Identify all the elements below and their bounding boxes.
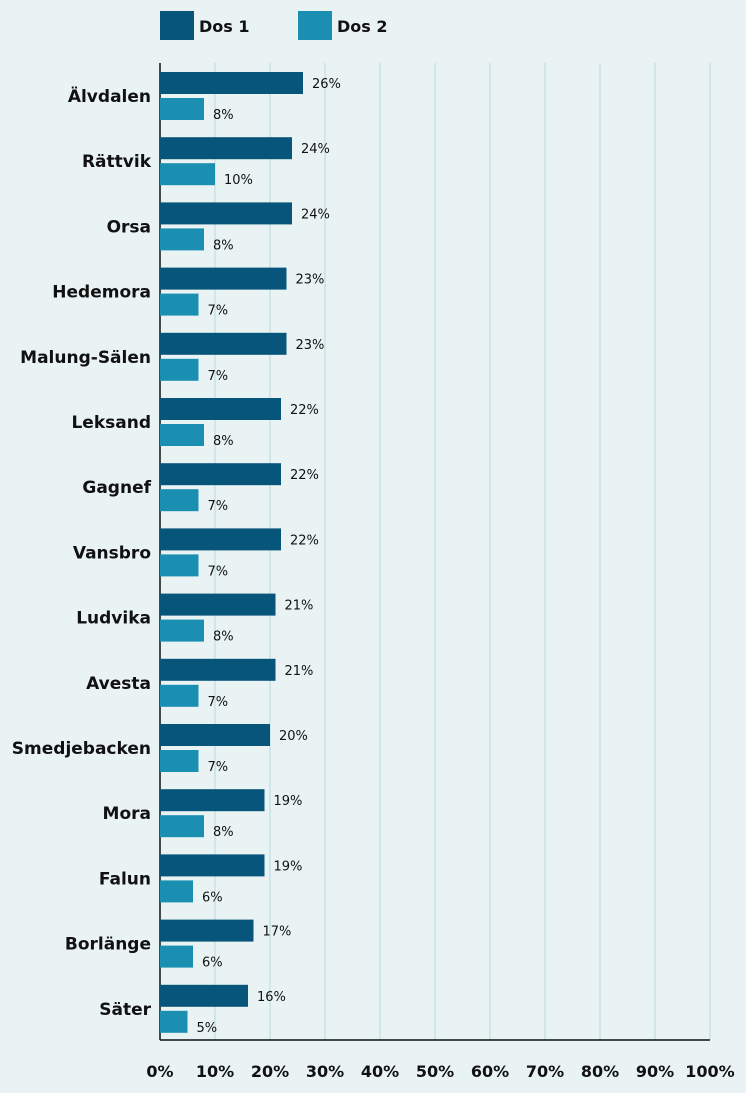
bar-dos-1 [160, 984, 248, 1007]
x-tick-label: 40% [361, 1062, 399, 1081]
bar-dos-1 [160, 332, 287, 355]
bar-dos-2 [160, 945, 193, 968]
data-label: 19% [274, 859, 303, 874]
bar-dos-1 [160, 593, 276, 616]
bar-dos-2 [160, 228, 204, 251]
data-label: 23% [296, 273, 325, 288]
category-label: Falun [99, 869, 151, 889]
data-label: 20% [279, 729, 308, 744]
category-label: Avesta [86, 674, 151, 694]
data-label: 24% [301, 142, 330, 157]
legend-label-2: Dos 2 [337, 17, 388, 36]
x-tick-label: 100% [685, 1062, 734, 1081]
bar-dos-2 [160, 815, 204, 838]
bar-dos-2 [160, 1010, 188, 1033]
bar-dos-1 [160, 658, 276, 681]
category-label: Smedjebacken [12, 739, 151, 759]
data-label: 8% [213, 825, 234, 840]
data-label: 23% [296, 338, 325, 353]
category-label: Mora [103, 804, 151, 824]
data-label: 7% [208, 564, 229, 579]
data-label: 22% [290, 403, 319, 418]
bar-dos-2 [160, 750, 199, 772]
x-tick-label: 20% [251, 1062, 289, 1081]
data-label: 6% [202, 956, 223, 971]
category-label: Rättvik [82, 152, 152, 172]
data-label: 22% [290, 468, 319, 483]
data-label: 26% [312, 77, 341, 92]
category-label: Malung-Sälen [20, 348, 151, 368]
x-tick-label: 10% [196, 1062, 234, 1081]
data-label: 7% [208, 304, 229, 319]
data-label: 17% [263, 925, 292, 940]
category-label: Borlänge [65, 935, 151, 955]
x-tick-label: 60% [471, 1062, 509, 1081]
x-tick-label: 80% [581, 1062, 619, 1081]
category-label: Älvdalen [68, 85, 151, 107]
bar-dos-1 [160, 528, 281, 551]
x-tick-label: 50% [416, 1062, 454, 1081]
bar-dos-2 [160, 880, 193, 903]
bar-dos-2 [160, 358, 199, 381]
x-tick-label: 0% [146, 1062, 173, 1081]
bar-dos-1 [160, 463, 281, 486]
data-label: 8% [213, 238, 234, 253]
bar-dos-2 [160, 619, 204, 642]
bar-dos-2 [160, 554, 199, 577]
category-label: Säter [99, 1000, 151, 1020]
bar-dos-2 [160, 163, 215, 186]
legend-swatch-1 [160, 11, 194, 40]
legend-label-1: Dos 1 [199, 17, 250, 36]
bar-dos-1 [160, 919, 254, 942]
category-label: Gagnef [82, 478, 151, 498]
bar-dos-1 [160, 854, 265, 877]
data-label: 19% [274, 794, 303, 809]
legend-swatch-2 [298, 11, 332, 40]
data-label: 21% [285, 599, 314, 614]
bar-dos-2 [160, 424, 204, 446]
x-tick-label: 70% [526, 1062, 564, 1081]
bar-dos-1 [160, 202, 292, 225]
x-tick-label: 90% [636, 1062, 674, 1081]
data-label: 24% [301, 207, 330, 222]
bar-dos-2 [160, 98, 204, 120]
bar-dos-1 [160, 789, 265, 812]
category-label: Hedemora [52, 283, 151, 303]
bar-dos-1 [160, 267, 287, 290]
data-label: 22% [290, 533, 319, 548]
data-label: 8% [213, 434, 234, 449]
bar-dos-2 [160, 684, 199, 707]
category-label: Ludvika [76, 609, 151, 629]
data-label: 16% [257, 990, 286, 1005]
category-label: Orsa [107, 217, 151, 237]
data-label: 8% [213, 630, 234, 645]
category-label: Leksand [71, 413, 151, 433]
data-label: 7% [208, 760, 229, 775]
data-label: 7% [208, 499, 229, 514]
data-label: 6% [202, 890, 223, 905]
x-tick-label: 30% [306, 1062, 344, 1081]
bar-dos-1 [160, 724, 270, 746]
data-label: 5% [197, 1021, 218, 1036]
bar-dos-1 [160, 72, 303, 94]
bar-dos-2 [160, 489, 199, 512]
bar-dos-2 [160, 293, 199, 316]
bar-dos-1 [160, 137, 292, 160]
bar-dos-1 [160, 398, 281, 420]
data-label: 8% [213, 108, 234, 123]
data-label: 7% [208, 695, 229, 710]
data-label: 21% [285, 664, 314, 679]
category-label: Vansbro [73, 543, 151, 563]
data-label: 10% [224, 173, 253, 188]
data-label: 7% [208, 369, 229, 384]
